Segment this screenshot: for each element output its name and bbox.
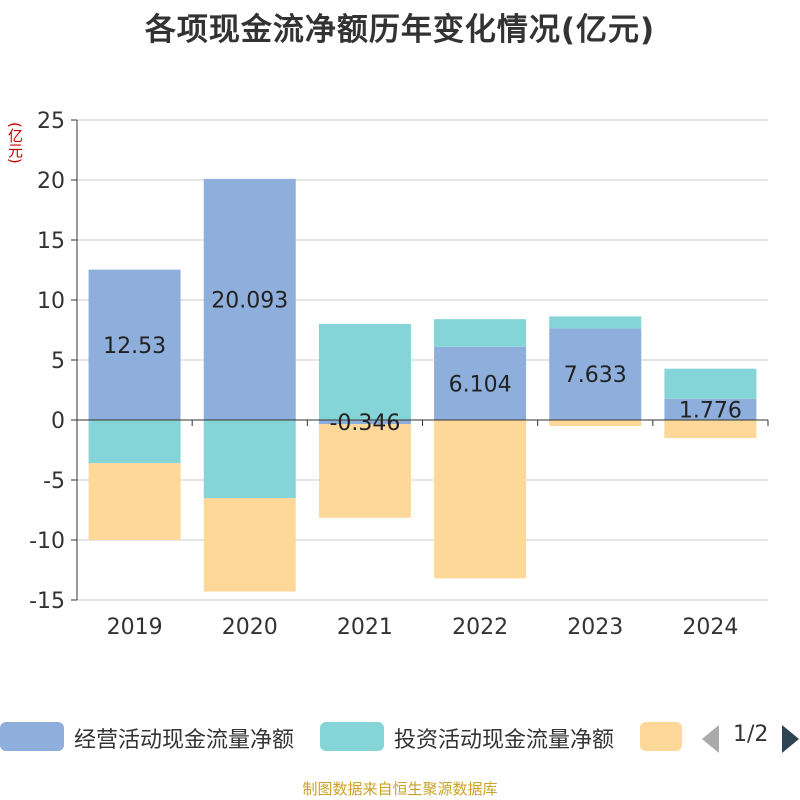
y-tick-label: 20 [37, 169, 65, 194]
legend-swatch-financing [640, 722, 682, 751]
bar-2021-series-3 [318, 424, 411, 518]
legend-label-investing: 投资活动现金流量净额 [394, 728, 615, 753]
bar-2021-series-1 [318, 420, 411, 425]
bar-2019-series-3 [88, 463, 181, 540]
bar-2023-series-1 [549, 328, 642, 420]
bar-2022-series-1 [434, 346, 527, 420]
bar-2023-series-2 [549, 316, 642, 329]
x-tick-label-2021: 2021 [337, 615, 393, 640]
bar-2024-series-1 [664, 398, 757, 420]
chart-title: 各项现金流净额历年变化情况(亿元) [144, 12, 656, 48]
data-label-2021: -0.346 [329, 411, 400, 436]
legend-swatch-operating [0, 722, 64, 751]
bar-2024-series-2 [664, 368, 757, 399]
data-label-2019: 12.53 [103, 334, 166, 359]
bar-2022-series-3 [434, 420, 527, 579]
bar-2021-series-2 [318, 324, 411, 420]
data-label-2024: 1.776 [679, 398, 742, 423]
bar-2020-series-3 [203, 498, 296, 592]
bar-2023-series-3 [549, 420, 642, 426]
bar-2020-series-1 [203, 178, 296, 420]
y-tick-label: 5 [51, 349, 65, 374]
x-tick-label-2020: 2020 [222, 615, 278, 640]
x-tick-label-2024: 2024 [682, 615, 738, 640]
bar-2019-series-2 [88, 420, 181, 464]
y-tick-label: -10 [29, 529, 65, 554]
data-label-2022: 6.104 [449, 372, 512, 397]
legend-pager: 1/2 [700, 720, 800, 753]
y-tick-label: -5 [43, 469, 65, 494]
x-tick-label-2023: 2023 [567, 615, 623, 640]
y-tick-label: -15 [29, 589, 65, 614]
y-axis-unit-label: (亿元) [6, 122, 24, 164]
y-tick-label: 0 [51, 409, 65, 434]
bar-2024-series-3 [664, 420, 757, 438]
bar-2022-series-2 [434, 319, 527, 347]
y-tick-label: 15 [37, 229, 65, 254]
legend-next-page-icon[interactable] [782, 725, 799, 753]
legend-label-operating: 经营活动现金流量净额 [74, 728, 295, 753]
bar-2020-series-2 [203, 420, 296, 498]
x-tick-label-2022: 2022 [452, 615, 508, 640]
chart-canvas: -15 -10 -5 0 5 10 15 20 25 2019 2020 2021 2022 2023 20… [29, 109, 769, 640]
legend-page-indicator: 1/2 [733, 722, 769, 747]
data-label-2020: 20.093 [211, 288, 288, 313]
legend: 经营活动现金流量净额 投资活动现金流量净额 1/2 [0, 714, 800, 758]
data-source-note: 制图数据来自恒生聚源数据库 [302, 780, 498, 798]
x-tick-label-2019: 2019 [107, 615, 163, 640]
legend-swatch-investing [320, 722, 384, 751]
y-tick-label: 10 [37, 289, 65, 314]
legend-prev-page-icon[interactable] [702, 725, 719, 753]
data-label-2023: 7.633 [564, 363, 627, 388]
y-tick-label: 25 [37, 109, 65, 134]
bar-2019-series-1 [88, 269, 181, 420]
